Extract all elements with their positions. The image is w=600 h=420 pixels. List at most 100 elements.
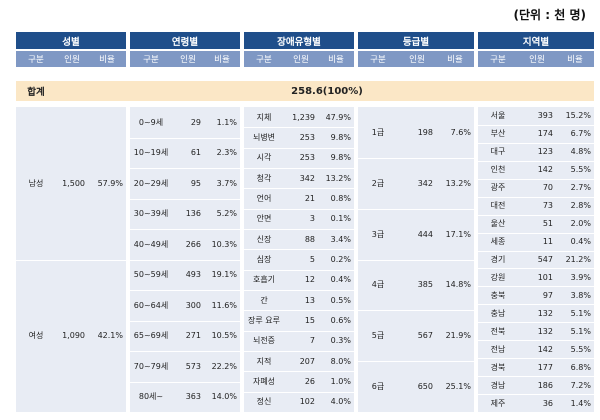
row-label: 경기 xyxy=(490,254,506,264)
row-divider xyxy=(244,249,354,251)
row-count: 342 xyxy=(299,173,315,183)
row-divider xyxy=(478,196,594,198)
column-header: 인원 xyxy=(529,55,545,65)
table-row: 강원 101 3.9% xyxy=(478,268,594,286)
row-ratio: 0.5% xyxy=(330,295,351,305)
row-label: 50~59세 xyxy=(133,270,169,280)
row-divider xyxy=(130,259,240,261)
row-label: 65~69세 xyxy=(133,331,169,341)
row-ratio: 3.8% xyxy=(570,290,591,300)
row-count: 650 xyxy=(417,382,433,392)
table-row: 대전 73 2.8% xyxy=(478,197,594,215)
row-label: 자폐성 xyxy=(252,376,276,386)
row-ratio: 0.4% xyxy=(330,275,351,285)
row-count: 3 xyxy=(309,214,315,224)
header-title-grade: 등급별 xyxy=(358,32,474,49)
table-row: 인천 142 5.5% xyxy=(478,161,594,179)
column-header: 인원 xyxy=(293,55,309,65)
row-label: 6급 xyxy=(371,382,385,392)
row-divider xyxy=(478,322,594,324)
row-label: 70~79세 xyxy=(133,361,169,371)
table-row: 자폐성 26 1.0% xyxy=(244,371,354,391)
row-ratio: 0.6% xyxy=(330,315,351,325)
row-count: 142 xyxy=(537,344,553,354)
row-ratio: 22.2% xyxy=(211,361,237,371)
row-divider xyxy=(358,259,474,261)
row-count: 1,090 xyxy=(62,331,85,341)
row-count: 393 xyxy=(537,111,553,121)
row-label: 2급 xyxy=(371,178,385,188)
row-ratio: 1.1% xyxy=(216,117,237,127)
row-ratio: 2.8% xyxy=(570,201,591,211)
table-row: 전남 142 5.5% xyxy=(478,340,594,358)
row-divider xyxy=(478,358,594,360)
row-count: 97 xyxy=(542,290,553,300)
row-ratio: 42.1% xyxy=(97,331,123,341)
table-row: 심장 5 0.2% xyxy=(244,249,354,269)
column-header: 비율 xyxy=(567,55,583,65)
row-ratio: 3.9% xyxy=(570,272,591,282)
row-ratio: 4.0% xyxy=(330,397,351,407)
column-region: 서울 393 15.2% 부산 174 6.7% 대구 123 4.8% 인천 142 5.5% 광주 7… xyxy=(478,107,594,412)
table-row: 60~64세 300 11.6% xyxy=(130,290,240,321)
row-count: 61 xyxy=(190,148,201,158)
row-count: 300 xyxy=(185,300,201,310)
column-header: 비율 xyxy=(328,55,344,65)
subheader-grade: 구분 인원 비율 xyxy=(358,51,474,67)
table-row: 신장 88 3.4% xyxy=(244,229,354,249)
subheader-disability: 구분 인원 비율 xyxy=(244,51,354,67)
column-header: 비율 xyxy=(214,55,230,65)
column-header: 구분 xyxy=(370,55,386,65)
row-ratio: 0.4% xyxy=(570,237,591,247)
row-count: 21 xyxy=(304,193,315,203)
row-count: 73 xyxy=(542,201,553,211)
row-divider xyxy=(130,198,240,200)
row-divider xyxy=(478,232,594,234)
row-count: 266 xyxy=(185,239,201,249)
row-count: 123 xyxy=(537,147,553,157)
row-label: 30~39세 xyxy=(133,209,169,219)
row-divider xyxy=(358,157,474,159)
table-row: 지적 207 8.0% xyxy=(244,351,354,371)
row-ratio: 0.1% xyxy=(330,214,351,224)
table-row: 울산 51 2.0% xyxy=(478,215,594,233)
row-label: 심장 xyxy=(256,254,272,264)
row-ratio: 7.6% xyxy=(450,127,471,137)
row-label: 10~19세 xyxy=(133,148,169,158)
row-ratio: 19.1% xyxy=(211,270,237,280)
table-row: 6급 650 25.1% xyxy=(358,361,474,412)
row-divider xyxy=(244,290,354,291)
row-label: 60~64세 xyxy=(133,300,169,310)
table-row: 10~19세 61 2.3% xyxy=(130,138,240,169)
row-ratio: 2.7% xyxy=(570,183,591,193)
table-row: 0~9세 29 1.1% xyxy=(130,107,240,138)
row-ratio: 7.2% xyxy=(570,380,591,390)
column-grade: 1급 198 7.6% 2급 342 13.2% 3급 444 17.1% 4급 385 14.8% 5… xyxy=(358,107,474,412)
row-label: 4급 xyxy=(371,280,385,290)
row-divider xyxy=(478,376,594,378)
row-count: 70 xyxy=(542,183,553,193)
row-divider xyxy=(478,286,594,288)
row-ratio: 6.8% xyxy=(570,362,591,372)
row-label: 대구 xyxy=(490,147,506,157)
row-count: 5 xyxy=(309,254,315,264)
row-ratio: 11.6% xyxy=(211,300,237,310)
row-label: 3급 xyxy=(371,229,385,239)
row-label: 신장 xyxy=(256,234,272,244)
row-ratio: 0.3% xyxy=(330,336,351,346)
row-count: 253 xyxy=(299,153,315,163)
table-row: 20~29세 95 3.7% xyxy=(130,168,240,199)
row-ratio: 14.0% xyxy=(211,392,237,402)
row-divider xyxy=(130,320,240,322)
row-divider xyxy=(244,188,354,190)
row-label: 시각 xyxy=(256,153,272,163)
table-row: 장루 요루 15 0.6% xyxy=(244,310,354,330)
row-label: 울산 xyxy=(490,219,506,229)
row-label: 5급 xyxy=(371,331,385,341)
table-row: 남성 1,500 57.9% xyxy=(16,107,126,260)
table-row: 언어 21 0.8% xyxy=(244,188,354,208)
row-divider xyxy=(130,168,240,169)
row-label: 충북 xyxy=(490,290,506,300)
row-label: 20~29세 xyxy=(133,178,169,188)
row-divider xyxy=(478,142,594,144)
